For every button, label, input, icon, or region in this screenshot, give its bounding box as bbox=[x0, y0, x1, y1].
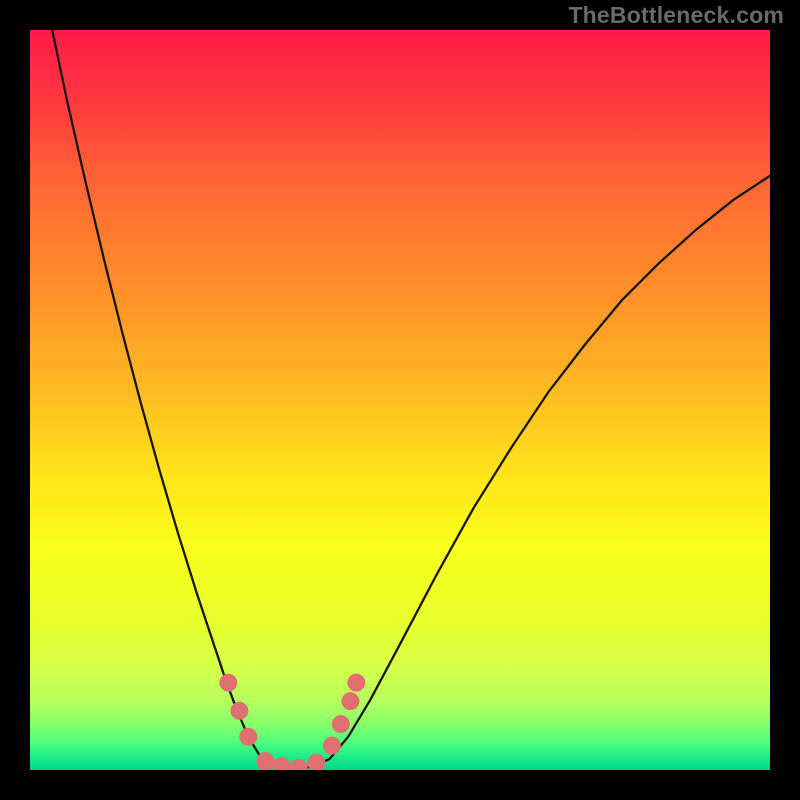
marker-dot bbox=[239, 728, 257, 746]
marker-dot bbox=[332, 715, 350, 733]
marker-dot bbox=[230, 702, 248, 720]
marker-dot bbox=[323, 737, 341, 755]
chart-frame: TheBottleneck.com bbox=[0, 0, 800, 800]
marker-dot bbox=[307, 754, 325, 770]
plot-area bbox=[30, 30, 770, 770]
marker-dot bbox=[256, 752, 274, 770]
curve-layer bbox=[30, 30, 770, 770]
marker-dot bbox=[290, 759, 308, 770]
marker-dot bbox=[273, 757, 291, 770]
watermark-text: TheBottleneck.com bbox=[568, 2, 784, 29]
marker-dot bbox=[219, 674, 237, 692]
marker-dot bbox=[341, 692, 359, 710]
marker-dot bbox=[347, 674, 365, 692]
bottleneck-curve bbox=[52, 30, 770, 769]
